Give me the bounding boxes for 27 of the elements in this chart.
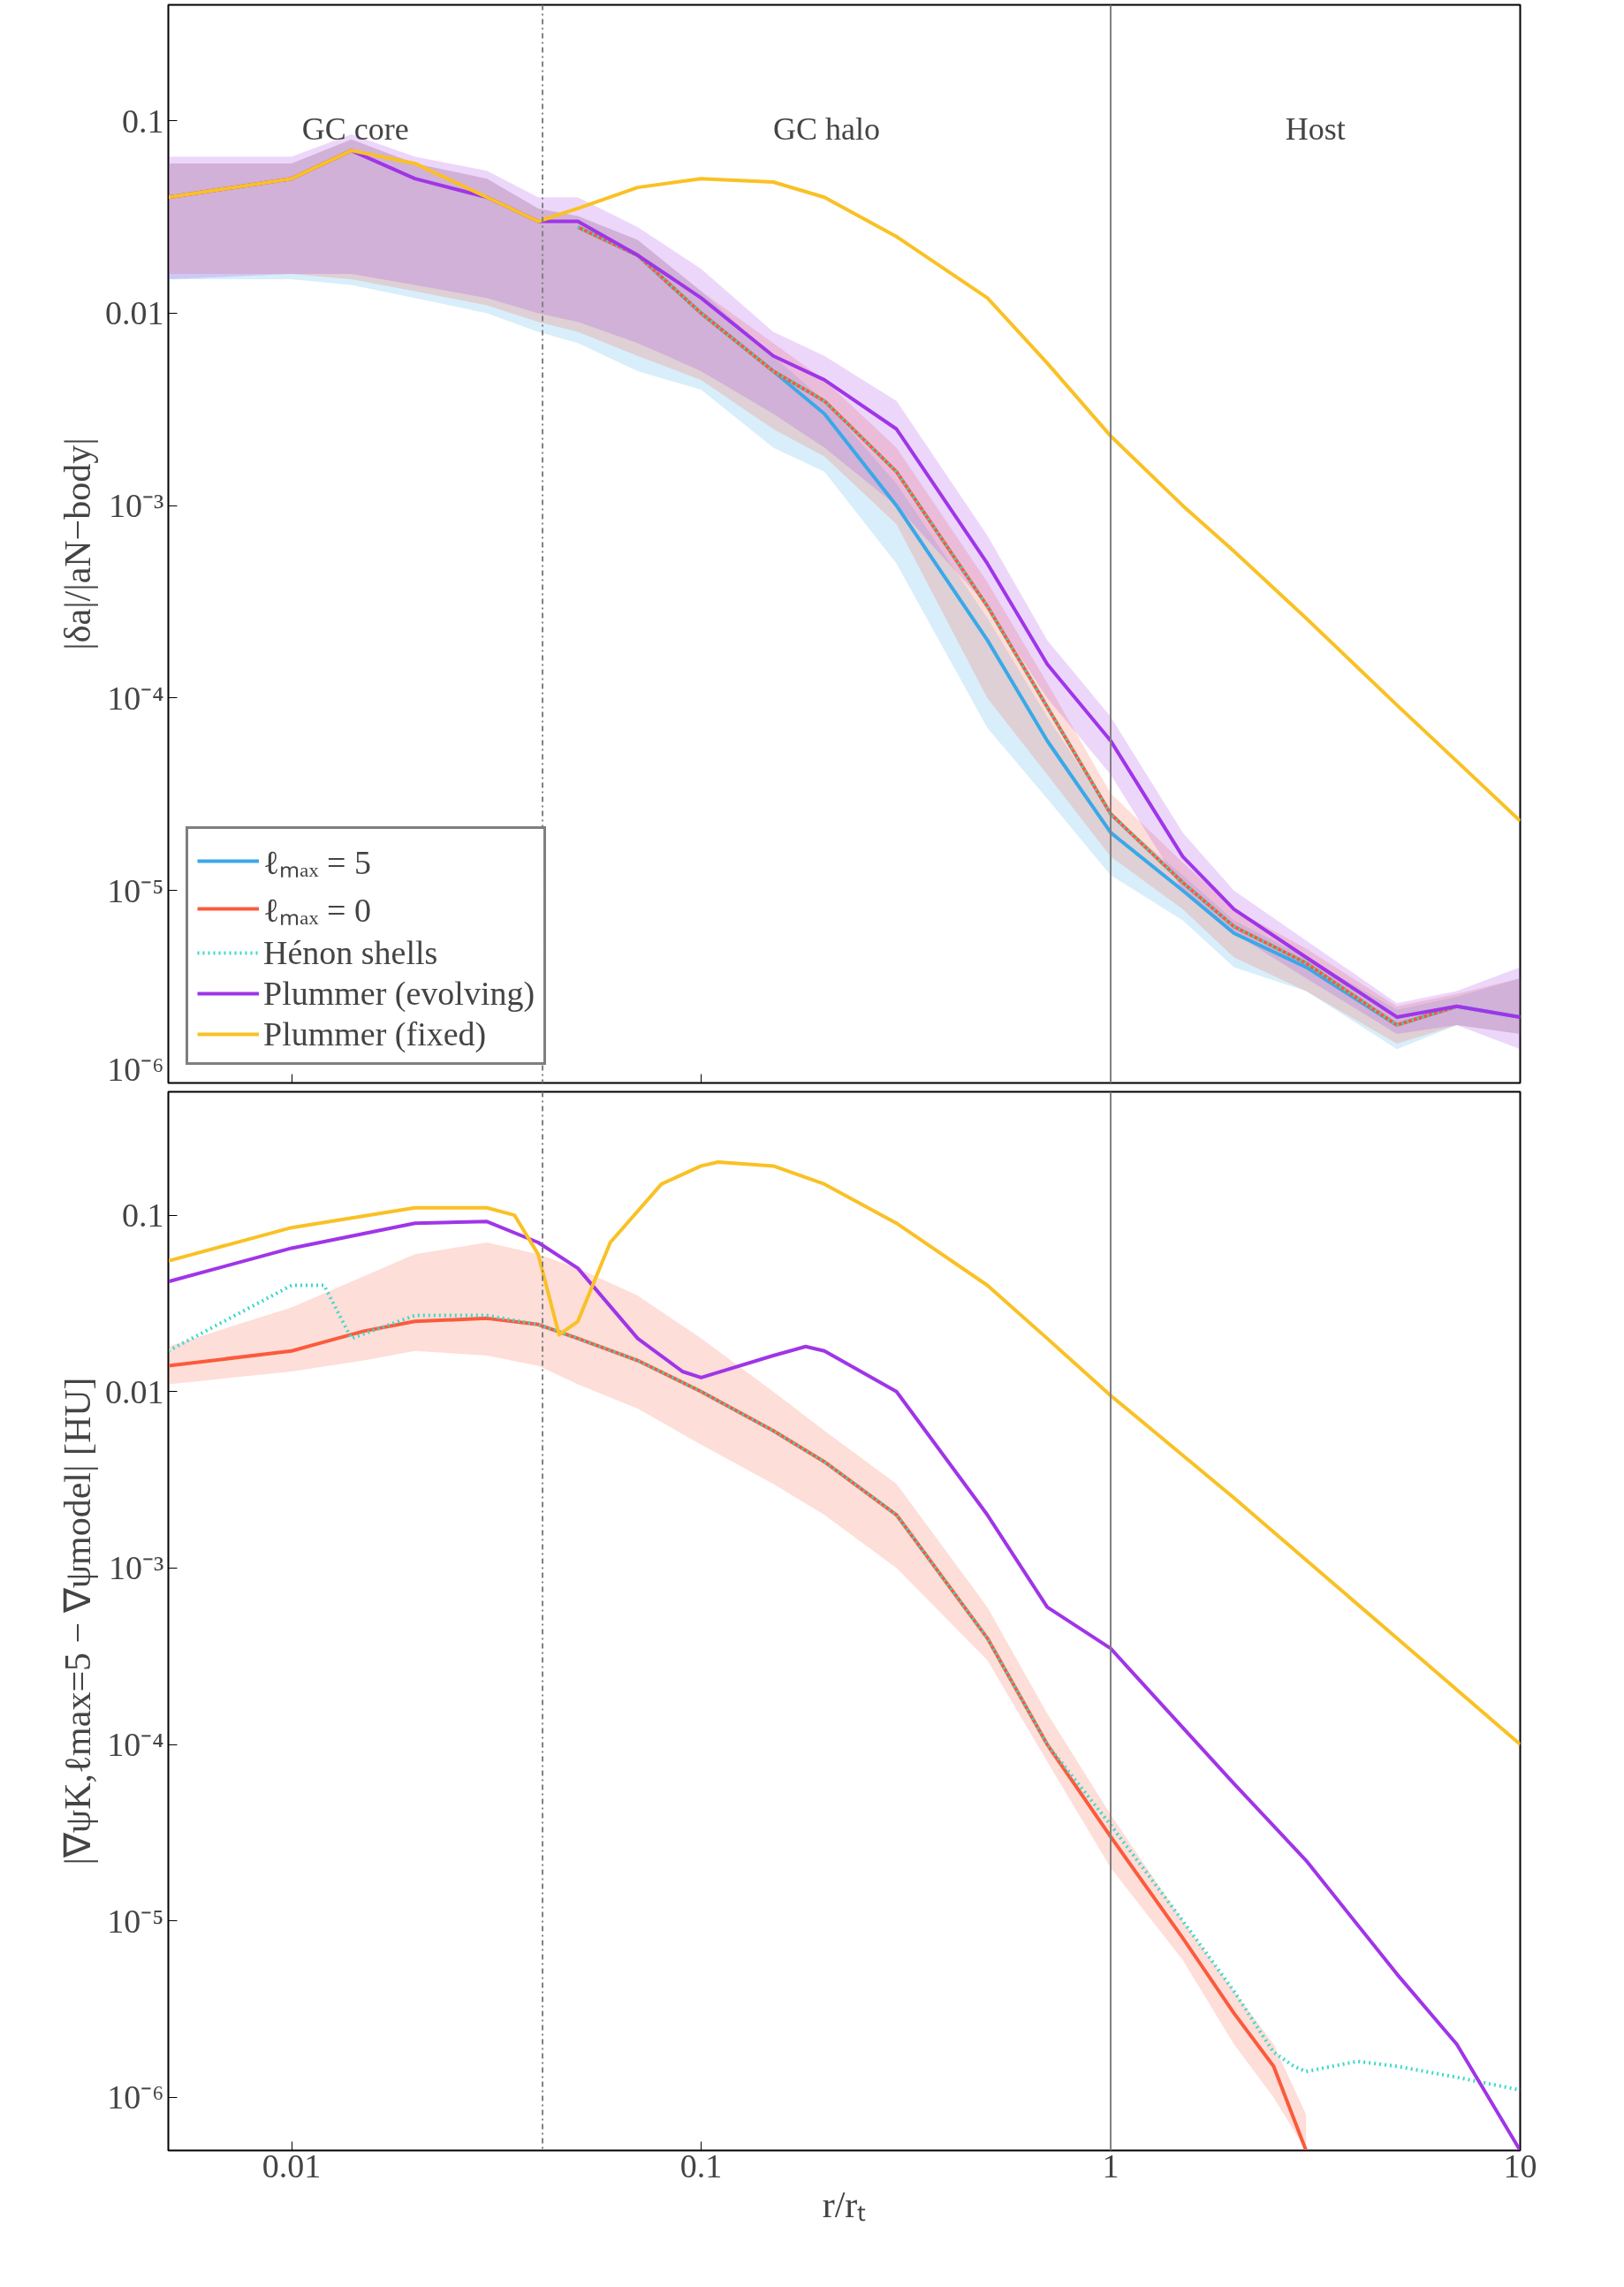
y-tick-label: 0.01 (105, 1372, 164, 1410)
y-axis-title: |δa|/|aN−body| (57, 437, 98, 650)
x-tick-label: 0.1 (679, 2146, 723, 2184)
x-tick-label: 10 (1503, 2146, 1537, 2184)
y-tick-label: 10⁻⁵ (107, 1902, 164, 1940)
annotation: GC halo (773, 110, 881, 147)
legend-label: Plummer (fixed) (263, 1014, 487, 1053)
y-tick-label: 0.1 (122, 102, 164, 140)
legend-label: Hénon shells (263, 933, 438, 972)
y-tick-label: 10⁻⁴ (107, 679, 164, 717)
y-tick-label: 10⁻⁵ (107, 871, 164, 909)
y-tick-label: 10⁻⁶ (107, 1050, 164, 1088)
y-tick-label: 10⁻³ (109, 487, 164, 525)
annotation: Host (1285, 110, 1346, 147)
annotation: GC core (301, 110, 409, 147)
x-tick-label: 1 (1102, 2146, 1119, 2184)
legend-label: ℓₘₐₓ = 5 (263, 843, 372, 883)
legend-label: Plummer (evolving) (263, 974, 535, 1013)
y-tick-label: 10⁻⁴ (107, 1726, 164, 1764)
y-tick-label: 10⁻⁶ (107, 2078, 164, 2116)
y-tick-label: 0.1 (122, 1197, 164, 1235)
y-axis-title: |∇ψK,ℓmax=5 − ∇ψmodel| [HU] (57, 1377, 98, 1865)
y-tick-label: 10⁻³ (109, 1549, 164, 1587)
x-tick-label: 0.01 (262, 2146, 322, 2184)
x-axis-title: r/rₜ (822, 2184, 867, 2225)
legend-label: ℓₘₐₓ = 0 (263, 891, 372, 931)
y-tick-label: 0.01 (105, 294, 164, 332)
